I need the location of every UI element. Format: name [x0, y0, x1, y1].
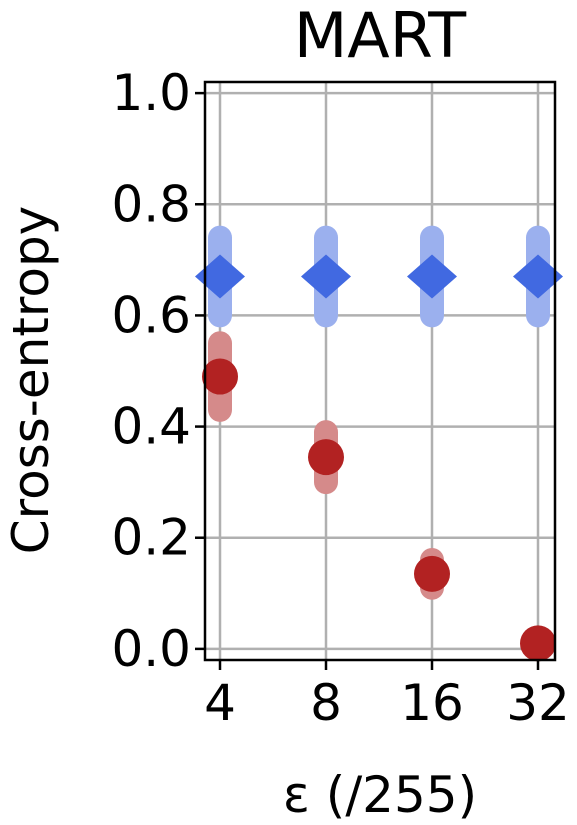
y-tick-label: 0.0: [111, 620, 191, 678]
chart-title: MART: [294, 0, 467, 72]
x-tick-label: 16: [400, 674, 464, 732]
data-point: [407, 254, 457, 299]
data-point: [414, 555, 450, 592]
y-tick-label: 0.4: [111, 398, 191, 456]
data-point: [195, 254, 245, 299]
x-axis-label: ε (/255): [283, 766, 477, 824]
data-markers: [195, 254, 563, 662]
x-tick-label: 8: [310, 674, 342, 732]
y-tick-label: 1.0: [111, 64, 191, 122]
y-tick-label: 0.8: [111, 175, 191, 233]
y-axis-label: Cross-entropy: [2, 206, 60, 555]
plot-frame: [203, 80, 557, 662]
data-point: [308, 439, 344, 476]
data-point: [202, 358, 238, 395]
x-tick-label: 4: [204, 674, 236, 732]
grid: [205, 82, 555, 660]
y-tick-label: 0.2: [111, 509, 191, 567]
axis-ticks: 4 8 16 32 0.0 0.2 0.4 0.6 0.8 1.0: [111, 64, 569, 732]
x-tick-label: 32: [506, 674, 570, 732]
data-point: [513, 254, 563, 299]
error-bars: [208, 225, 550, 661]
data-point: [520, 625, 556, 662]
y-tick-label: 0.6: [111, 286, 191, 344]
data-point: [301, 254, 351, 299]
